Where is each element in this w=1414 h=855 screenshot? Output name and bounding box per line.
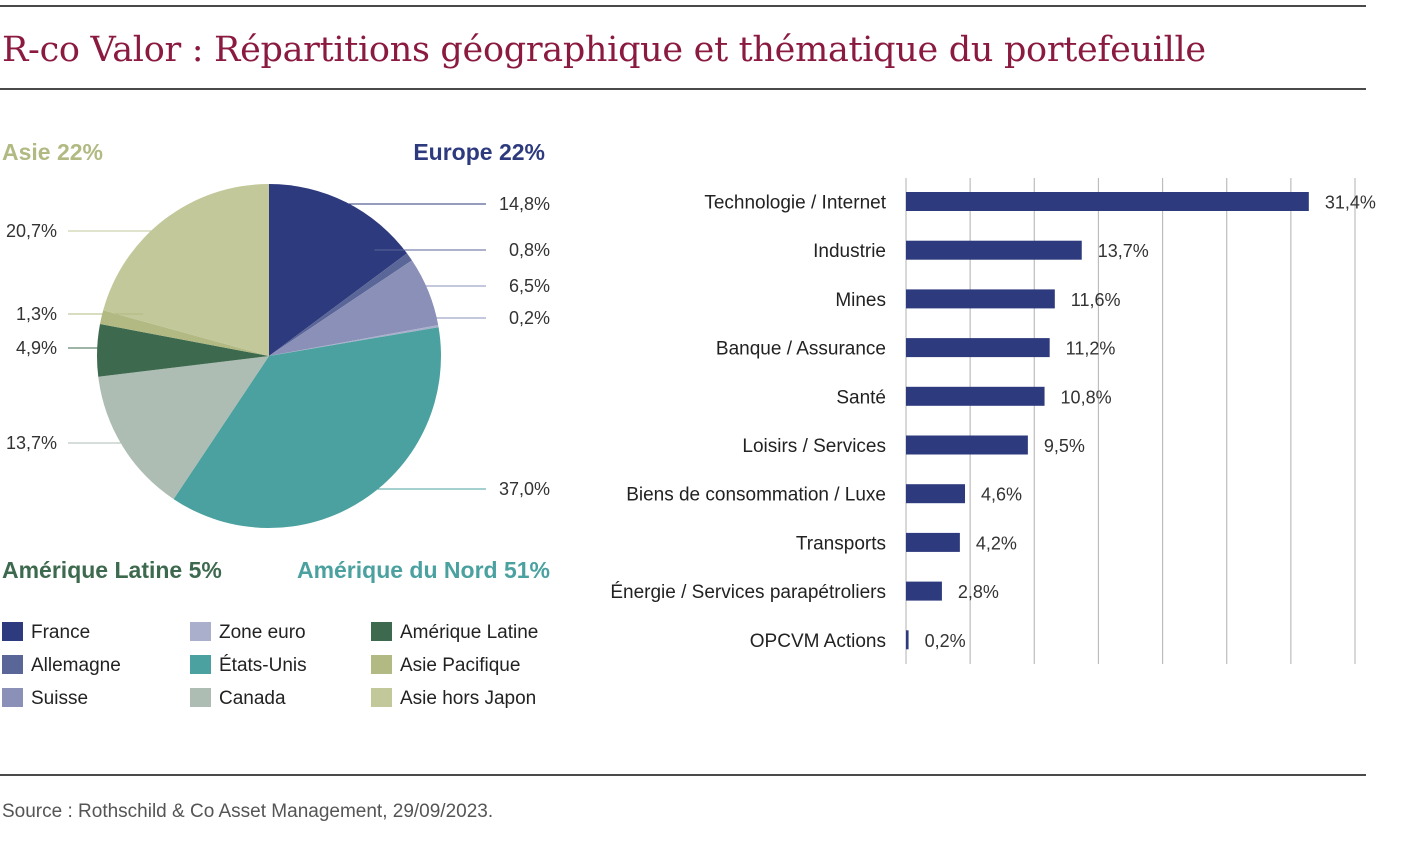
pie-slice-etats-unis [173, 327, 441, 529]
legend-swatch-canada [190, 688, 211, 707]
legend-label-etats-unis: États-Unis [219, 655, 307, 676]
bar-value-technologie-internet: 31,4% [1325, 193, 1376, 213]
region-label-asie: Asie 22% [2, 139, 103, 165]
bar-value-biens-de-consommation-luxe: 4,6% [981, 485, 1022, 505]
pie-label-canada: 13,7% [6, 433, 57, 453]
region-label-amerique-latine: Amérique Latine 5% [2, 557, 222, 583]
geographic-pie-chart: 14,8% 0,8% 6,5% 0,2% 37,0% 13,7% 4,9% 1,3% 20,7%… [2, 139, 550, 709]
bar-opcvm-actions [906, 630, 909, 650]
legend-swatch-france [2, 622, 23, 641]
thematic-bar-chart: Technologie / Internet Industrie Mines Banq… [610, 178, 1376, 664]
bar-category-opcvm-actions: OPCVM Actions [750, 631, 886, 652]
bar-value-sante: 10,8% [1061, 387, 1112, 407]
bar-technologie-internet [906, 192, 1309, 211]
bar-value-transports: 4,2% [976, 533, 1017, 553]
legend-label-zone-euro: Zone euro [219, 622, 306, 643]
pie-label-asie-pacifique: 1,3% [16, 304, 57, 324]
region-label-europe: Europe 22% [413, 139, 545, 165]
pie-slice-canada [98, 356, 269, 500]
pie-slice-asie-pacifique [100, 310, 269, 356]
pie-label-amerique-latine: 4,9% [16, 338, 57, 358]
footer-rule [0, 774, 1366, 776]
bar-mines [906, 289, 1055, 309]
page-title: R-co Valor : Répartitions géographique e… [2, 30, 1206, 70]
bar-value-opcvm-actions: 0,2% [925, 631, 966, 651]
bar-banque-assurance [906, 338, 1050, 358]
legend-swatch-allemagne [2, 655, 23, 674]
legend-swatch-amerique-latine [371, 622, 392, 641]
bar-value-loisirs-services: 9,5% [1044, 436, 1085, 456]
legend-label-asie-hors-japon: Asie hors Japon [400, 688, 536, 709]
legend-label-allemagne: Allemagne [31, 655, 121, 676]
pie-slice-amerique-latine [96, 324, 269, 377]
bar-loisirs-services [906, 435, 1028, 455]
legend-label-asie-pacifique: Asie Pacifique [400, 655, 520, 676]
pie-label-france: 14,8% [499, 194, 550, 214]
bar-value-banque-assurance: 11,2% [1066, 339, 1116, 359]
bar-value-mines: 11,6% [1071, 290, 1121, 310]
legend-label-suisse: Suisse [31, 688, 88, 709]
pie-label-suisse: 6,5% [509, 276, 550, 296]
bar-category-sante: Santé [836, 387, 886, 408]
pie-slice-suisse [269, 260, 439, 356]
legend: France Zone euro Amérique Latine Allemagne É… [2, 622, 538, 709]
pie-slice-zone-euro [269, 325, 439, 356]
bar-category-loisirs-services: Loisirs / Services [742, 436, 886, 457]
top-rule [0, 5, 1366, 7]
bar-category-technologie-internet: Technologie / Internet [704, 193, 886, 214]
bar-category-mines: Mines [835, 290, 886, 311]
legend-swatch-asie-pacifique [371, 655, 392, 674]
bar-category-banque-assurance: Banque / Assurance [716, 339, 886, 360]
bar-value-industrie: 13,7% [1098, 241, 1149, 261]
bar-category-transports: Transports [796, 533, 886, 554]
pie-slice-france [269, 184, 407, 356]
legend-swatch-etats-unis [190, 655, 211, 674]
legend-swatch-zone-euro [190, 622, 211, 641]
legend-label-amerique-latine: Amérique Latine [400, 622, 538, 643]
bar-category-industrie: Industrie [813, 241, 886, 262]
pie-label-zone-euro: 0,2% [509, 308, 550, 328]
bar-energie-services-parapetroliers [906, 581, 942, 601]
bar-value-energie-services-parapetroliers: 2,8% [958, 582, 999, 602]
legend-label-canada: Canada [219, 688, 286, 709]
source-note: Source : Rothschild & Co Asset Managemen… [2, 801, 494, 822]
bar-transports [906, 532, 960, 552]
pie-label-asie-hors-japon: 20,7% [6, 221, 57, 241]
region-label-amerique-nord: Amérique du Nord 51% [297, 557, 550, 583]
pie-slice-asie-hors-japon [103, 184, 270, 356]
pie-slice-allemagne [269, 253, 412, 356]
legend-swatch-asie-hors-japon [371, 688, 392, 707]
pie-label-etats-unis: 37,0% [499, 479, 550, 499]
bar-biens-de-consommation-luxe [906, 484, 966, 504]
legend-swatch-suisse [2, 688, 23, 707]
bar-category-biens-de-consommation-luxe: Biens de consommation / Luxe [626, 485, 886, 506]
bar-category-energie-services-parapetroliers: Énergie / Services parapétroliers [610, 582, 886, 603]
legend-label-france: France [31, 622, 90, 643]
pie-label-allemagne: 0,8% [509, 240, 550, 260]
bar-industrie [906, 240, 1082, 260]
bar-sante [906, 386, 1045, 406]
title-rule [0, 88, 1366, 90]
